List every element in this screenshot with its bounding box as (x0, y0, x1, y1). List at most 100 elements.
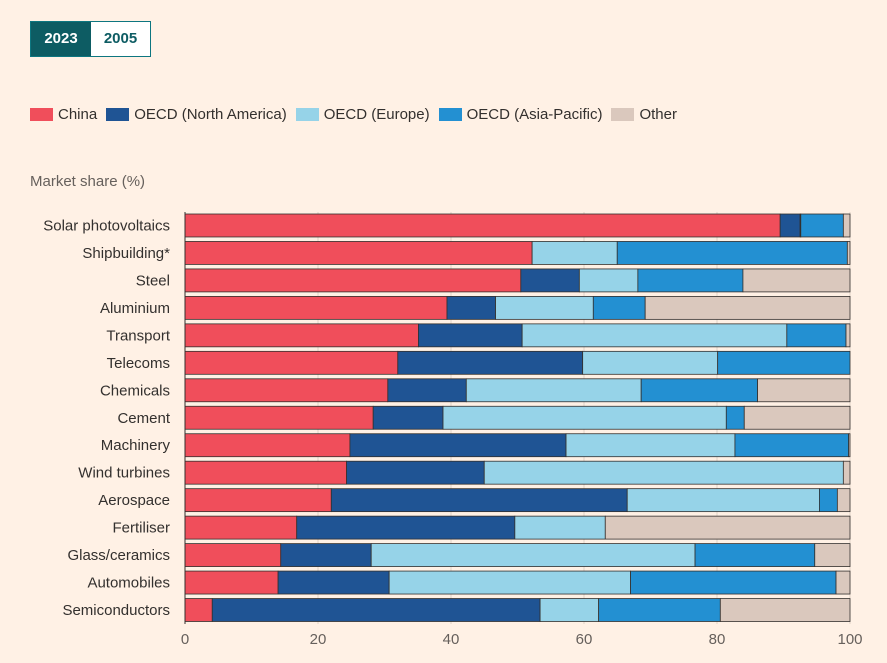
bar-segment (640, 378, 758, 403)
bar-segment (184, 598, 213, 622)
bar-segment (694, 543, 816, 567)
category-label: Aerospace (98, 492, 170, 509)
x-tick-label: 100 (837, 631, 862, 648)
bar-segment (514, 515, 606, 540)
category-label: Automobiles (87, 575, 170, 592)
bar-segment (442, 405, 727, 430)
bar-segment (814, 543, 851, 567)
bar-segment (578, 268, 639, 293)
legend-label: China (58, 105, 98, 123)
category-label: Cement (117, 410, 170, 427)
bar-segment (842, 213, 851, 238)
legend-item-china: China (30, 106, 97, 123)
bar-segment (280, 543, 372, 567)
legend-label: OECD (North America) (134, 105, 287, 123)
bar-segment (184, 350, 399, 375)
legend-item-oecd-europe: OECD (Europe) (295, 105, 430, 123)
bar-segment (717, 350, 851, 375)
category-label: Telecoms (107, 355, 170, 372)
category-label: Machinery (101, 437, 171, 454)
category-label: Chemicals (100, 382, 170, 399)
bar-segment (465, 378, 642, 403)
bar-segment (520, 268, 580, 293)
category-label: Fertiliser (112, 520, 170, 537)
category-label: Glass/ceramics (67, 547, 170, 564)
bar-segment (786, 323, 847, 348)
legend-item-oecd-north-america: OECD (North America) (106, 106, 287, 123)
x-tick-label: 20 (310, 631, 327, 648)
category-label: Steel (136, 272, 170, 289)
bar-segment (372, 405, 444, 430)
bar-segment (626, 488, 820, 513)
bar-segment (184, 378, 389, 403)
bar-segment (734, 433, 850, 458)
bar-segment (184, 460, 347, 485)
bar-segment (616, 241, 848, 265)
bar-segment (742, 268, 851, 293)
toggle-2023[interactable]: 2023 (31, 22, 91, 56)
category-label: Solar photovoltaics (43, 217, 170, 234)
bar-segment (349, 433, 567, 458)
bar-segment (211, 598, 541, 622)
bar-segment (779, 213, 801, 238)
toggle-2005[interactable]: 2005 (91, 22, 150, 56)
legend-label: Other (639, 105, 677, 123)
bar-segment (842, 460, 851, 485)
axis-label: Market share (%) (30, 173, 146, 190)
bar-segment (483, 460, 844, 485)
bar-segment (521, 323, 788, 348)
bar-segment (819, 488, 838, 513)
category-label: Wind turbines (78, 465, 170, 482)
legend-swatch (438, 107, 462, 121)
legend-swatch (106, 107, 130, 121)
category-label: Shipbuilding* (82, 245, 170, 262)
bar-segment (845, 323, 851, 348)
bar-segment (531, 241, 618, 265)
bar-segment (184, 570, 279, 595)
bar-segment (582, 350, 719, 375)
legend-swatch (295, 107, 319, 121)
bar-segment (539, 598, 600, 622)
bar-segment (184, 405, 374, 430)
category-label: Transport (106, 327, 170, 344)
bar-segment (598, 598, 721, 622)
bar-segment (604, 515, 851, 540)
x-tick-label: 60 (576, 631, 593, 648)
bar-segment (370, 543, 696, 567)
bar-segment (565, 433, 736, 458)
legend-label: OECD (Europe) (323, 105, 430, 123)
legend-item-other: Other (611, 106, 677, 123)
bar-segment (184, 213, 781, 238)
bar-segment (387, 378, 467, 403)
bar-segment (330, 488, 628, 513)
bar-segment (277, 570, 390, 595)
bar-segment (725, 405, 745, 430)
bar-segment (719, 598, 851, 622)
legend-item-oecd-asia-pacific: OECD (Asia-Pacific) (438, 105, 603, 123)
year-toggle[interactable]: 2023 2005 (30, 21, 151, 57)
bar-segment (800, 213, 844, 238)
bar-segment (184, 295, 448, 320)
x-tick-label: 40 (443, 631, 460, 648)
bar-segment (835, 570, 851, 595)
bar-segment (418, 323, 523, 348)
legend-label: OECD (Asia-Pacific) (466, 105, 603, 123)
chart-legend: China OECD (North America) OECD (Europe) OE… (30, 104, 686, 124)
bar-segment (184, 433, 351, 458)
bar-segment (495, 295, 594, 320)
bar-segment (846, 241, 851, 265)
bar-segment (446, 295, 496, 320)
bar-segment (637, 268, 744, 293)
bar-segment (592, 295, 646, 320)
bar-segment (848, 433, 851, 458)
bar-segment (757, 378, 851, 403)
bar-segment (184, 268, 522, 293)
bar-segment (644, 295, 851, 320)
bar-segment (296, 515, 516, 540)
bar-segment (346, 460, 485, 485)
bar-segment (388, 570, 631, 595)
bar-segment (184, 241, 533, 265)
category-label: Semiconductors (62, 602, 170, 619)
bar-segment (184, 488, 332, 513)
